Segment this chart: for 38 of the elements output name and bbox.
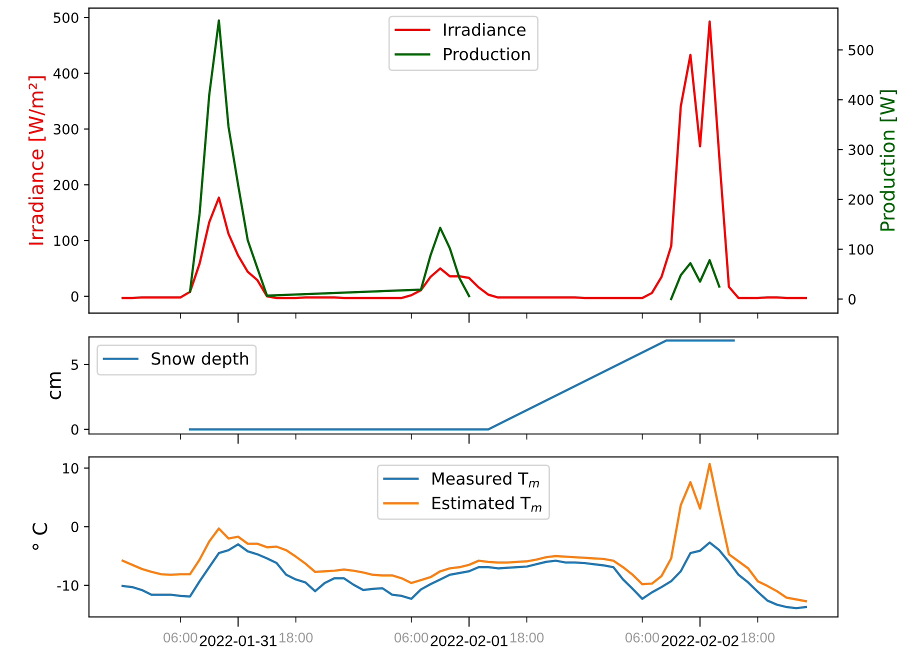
line-series: [122, 20, 807, 300]
y-tick-label: 5: [71, 360, 78, 370]
legend-label: Production: [444, 48, 530, 60]
y-tick-label: 0: [71, 424, 78, 435]
x-tick-label: 18:00: [510, 632, 544, 642]
legend-label: Irradiance: [444, 23, 526, 36]
y2-tick-label: 500: [848, 44, 874, 56]
x-tick-label: 06:00: [394, 632, 428, 642]
line-series: [122, 462, 807, 602]
y-axis-title: cm: [50, 372, 62, 400]
y2-tick-label: 200: [848, 194, 874, 205]
y-tick-label: 200: [54, 180, 78, 190]
y-tick-label: 0: [71, 291, 78, 302]
x-tick-label: 06:00: [625, 632, 660, 642]
y2-tick-label: 100: [849, 244, 874, 255]
y-tick-label: 100: [54, 236, 78, 246]
x-tick-label: 06:00: [164, 632, 198, 642]
y2-axis-title: Production [W]: [880, 90, 898, 231]
legend-label: Measured T$_{m}$: [432, 472, 539, 488]
y-tick-label: 400: [53, 68, 78, 79]
y2-tick-label: 400: [848, 94, 874, 106]
y-tick-label: 500: [54, 12, 78, 24]
x-tick-label: 2022-02-01: [430, 635, 508, 646]
legend-label: Snow depth: [152, 352, 248, 368]
x-tick-label: 2022-01-31: [200, 635, 276, 646]
y-tick-label: 10: [63, 463, 78, 474]
y-tick-label: 300: [54, 124, 78, 135]
y-tick-label: -10: [57, 580, 78, 591]
y-axis-title: Irradiance [W/m²]: [28, 76, 46, 245]
x-tick-label: 2022-02-02: [662, 635, 738, 646]
y-axis-title: ° C: [32, 523, 48, 550]
line-series: [122, 541, 807, 610]
y2-tick-label: 0: [848, 294, 856, 305]
legend-label: Estimated T$_{m}$: [432, 496, 542, 512]
x-tick-label: 18:00: [280, 632, 313, 642]
y-tick-label: 0: [71, 522, 78, 532]
x-tick-label: 18:00: [741, 632, 775, 642]
y2-tick-label: 300: [848, 144, 874, 156]
